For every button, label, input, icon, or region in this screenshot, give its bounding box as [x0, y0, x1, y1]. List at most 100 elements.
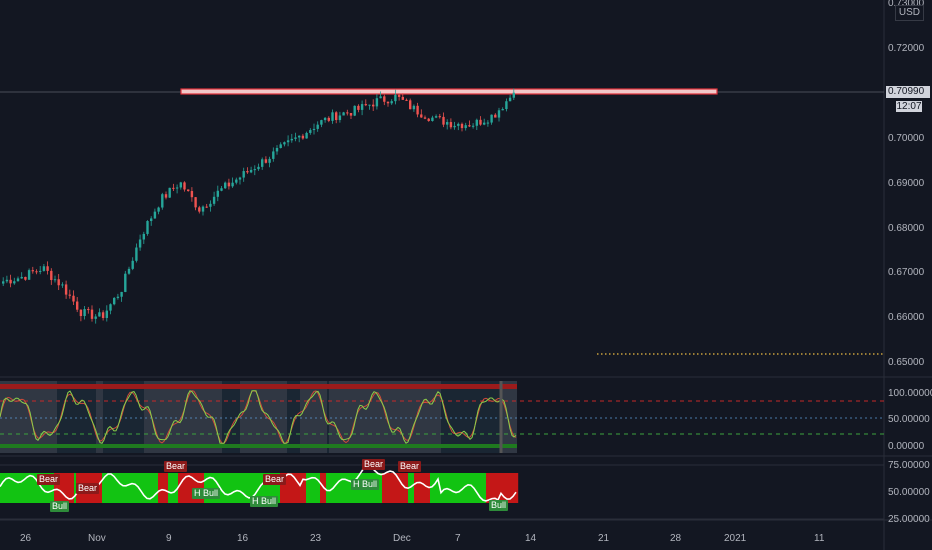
candle-body	[16, 278, 20, 282]
trend-bull-bar	[442, 473, 445, 503]
trend-bull-bar	[106, 473, 109, 503]
trend-bear-bar	[490, 473, 493, 503]
candle-body	[375, 98, 379, 107]
candle-body	[464, 125, 467, 129]
trend-bull-bar	[14, 473, 17, 503]
resistance-zone[interactable]	[180, 88, 718, 95]
trend-bull-bar	[380, 473, 383, 503]
trend-bull-bar	[248, 473, 251, 503]
trend-bull-bar	[254, 473, 257, 503]
candle-body	[227, 182, 231, 187]
candle-body	[438, 116, 441, 118]
candle-body	[261, 159, 264, 167]
trend-bull-bar	[480, 473, 483, 503]
trend-bull-bar	[452, 473, 455, 503]
candle-body	[153, 211, 157, 219]
trend-bull-bar	[436, 473, 439, 503]
price-axis-label: 0.70000	[888, 133, 925, 144]
oscillator-pane	[0, 381, 884, 453]
trend-bear-bar	[292, 473, 295, 503]
trend-bull-bar	[146, 473, 149, 503]
trend-bull-bar	[312, 473, 315, 503]
trend-bull-bar	[116, 473, 119, 503]
trend-bear-bar	[516, 473, 519, 503]
candle-body	[164, 194, 168, 198]
candle-body	[275, 147, 279, 152]
trend-bull-bar	[440, 473, 443, 503]
trend-bull-bar	[236, 473, 239, 503]
trend-bear-bar	[100, 473, 103, 503]
candle-body	[146, 221, 149, 234]
trend-bull-bar	[28, 473, 31, 503]
candle-body	[220, 188, 223, 191]
oscillator-axis[interactable]: 100.00000 50.00000 0.00000	[888, 388, 932, 452]
trend-bull-bar	[112, 473, 115, 503]
trend-bear-bar	[186, 473, 189, 503]
candle-body	[412, 105, 416, 110]
trend-bull-bar	[20, 473, 23, 503]
trend-bear-bar	[58, 473, 61, 503]
candle-body	[35, 271, 38, 273]
trend-bull-bar	[10, 473, 13, 503]
trend-bull-bar	[412, 473, 415, 503]
trend-bear-bar	[392, 473, 395, 503]
candle-body	[453, 125, 456, 128]
trend-bull-bar	[456, 473, 459, 503]
trend-bull-bar	[108, 473, 111, 503]
trend-bull-bar	[6, 473, 9, 503]
trend-bear-bar	[284, 473, 287, 503]
trend-bear-bar	[166, 473, 169, 503]
trend-bear-bar	[72, 473, 75, 503]
candle-body	[497, 110, 501, 118]
trend-bear-bar	[418, 473, 421, 503]
price-axis[interactable]: 0.73000 0.72000 0.70000 0.69000 0.68000 …	[888, 0, 925, 368]
time-axis-label: 14	[525, 533, 537, 544]
trend-bull-bar	[246, 473, 249, 503]
price-candles	[2, 88, 515, 324]
trend-bull-bar	[306, 473, 309, 503]
trend-bull-bar	[310, 473, 313, 503]
trend-bull-bar	[342, 473, 345, 503]
candle-body	[342, 112, 345, 116]
candle-body	[394, 94, 397, 102]
trend-bull-bar	[140, 473, 143, 503]
trend-bull-bar	[454, 473, 457, 503]
trend-bear-bar	[280, 473, 283, 503]
candle-body	[175, 187, 179, 189]
price-axis-top-label: 0.73000	[888, 0, 925, 9]
candle-body	[190, 191, 194, 198]
trend-bull-bar	[318, 473, 321, 503]
trend-bull-bar	[118, 473, 121, 503]
trend-bear-bar	[498, 473, 501, 503]
trend-bear-bar	[500, 473, 503, 503]
trend-axis[interactable]: 75.00000 50.00000 25.00000	[888, 460, 930, 525]
trend-bear-bar	[388, 473, 391, 503]
time-axis-label: 21	[598, 533, 610, 544]
time-axis[interactable]: 26 Nov 9 16 23 Dec 7 14 21 28 2021 11	[20, 533, 825, 544]
time-axis-label: 23	[310, 533, 322, 544]
candle-body	[268, 158, 271, 163]
trend-bull-bar	[142, 473, 145, 503]
trend-bull-bar	[122, 473, 125, 503]
trend-bull-bar	[474, 473, 477, 503]
trend-bull-bar	[276, 473, 279, 503]
candle-body	[501, 109, 504, 111]
trend-bull-bar	[484, 473, 487, 503]
candle-body	[183, 182, 186, 190]
candle-body	[212, 196, 216, 204]
bear-signal-label: Bear	[76, 483, 100, 494]
trend-bear-bar	[282, 473, 285, 503]
candle-body	[127, 268, 131, 274]
trend-bear-bar	[286, 473, 289, 503]
candle-body	[379, 96, 382, 99]
price-axis-label: 0.72000	[888, 43, 925, 54]
candle-body	[142, 233, 145, 240]
oscillator-shade-block	[240, 381, 287, 453]
trend-bull-bar	[102, 473, 105, 503]
trend-bull-bar	[242, 473, 245, 503]
candle-body	[238, 177, 242, 180]
trend-bull-bar	[36, 473, 39, 503]
trend-bull-bar	[450, 473, 453, 503]
currency-label[interactable]: USD	[894, 5, 924, 21]
